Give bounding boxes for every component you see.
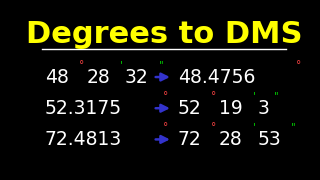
Text: 72: 72 bbox=[178, 130, 201, 149]
Text: 3: 3 bbox=[258, 99, 269, 118]
Text: °: ° bbox=[163, 91, 168, 101]
Text: °: ° bbox=[212, 91, 217, 101]
Text: ": " bbox=[291, 122, 296, 132]
Text: ": " bbox=[158, 60, 163, 70]
Text: 28: 28 bbox=[86, 68, 110, 87]
Text: ': ' bbox=[252, 122, 255, 132]
Text: 28: 28 bbox=[219, 130, 243, 149]
Text: ': ' bbox=[120, 60, 123, 70]
Text: 48.4756: 48.4756 bbox=[178, 68, 255, 87]
Text: 53: 53 bbox=[258, 130, 281, 149]
Text: ': ' bbox=[252, 91, 255, 101]
Text: 48: 48 bbox=[45, 68, 69, 87]
Text: 52.3175: 52.3175 bbox=[45, 99, 122, 118]
Text: Degrees to DMS: Degrees to DMS bbox=[26, 20, 302, 49]
Text: °: ° bbox=[212, 122, 217, 132]
Text: 72.4813: 72.4813 bbox=[45, 130, 122, 149]
Text: 52: 52 bbox=[178, 99, 201, 118]
Text: 19: 19 bbox=[219, 99, 243, 118]
Text: °: ° bbox=[163, 122, 168, 132]
Text: °: ° bbox=[296, 60, 301, 70]
Text: 32: 32 bbox=[125, 68, 148, 87]
Text: °: ° bbox=[79, 60, 84, 70]
Text: ": " bbox=[274, 91, 279, 101]
